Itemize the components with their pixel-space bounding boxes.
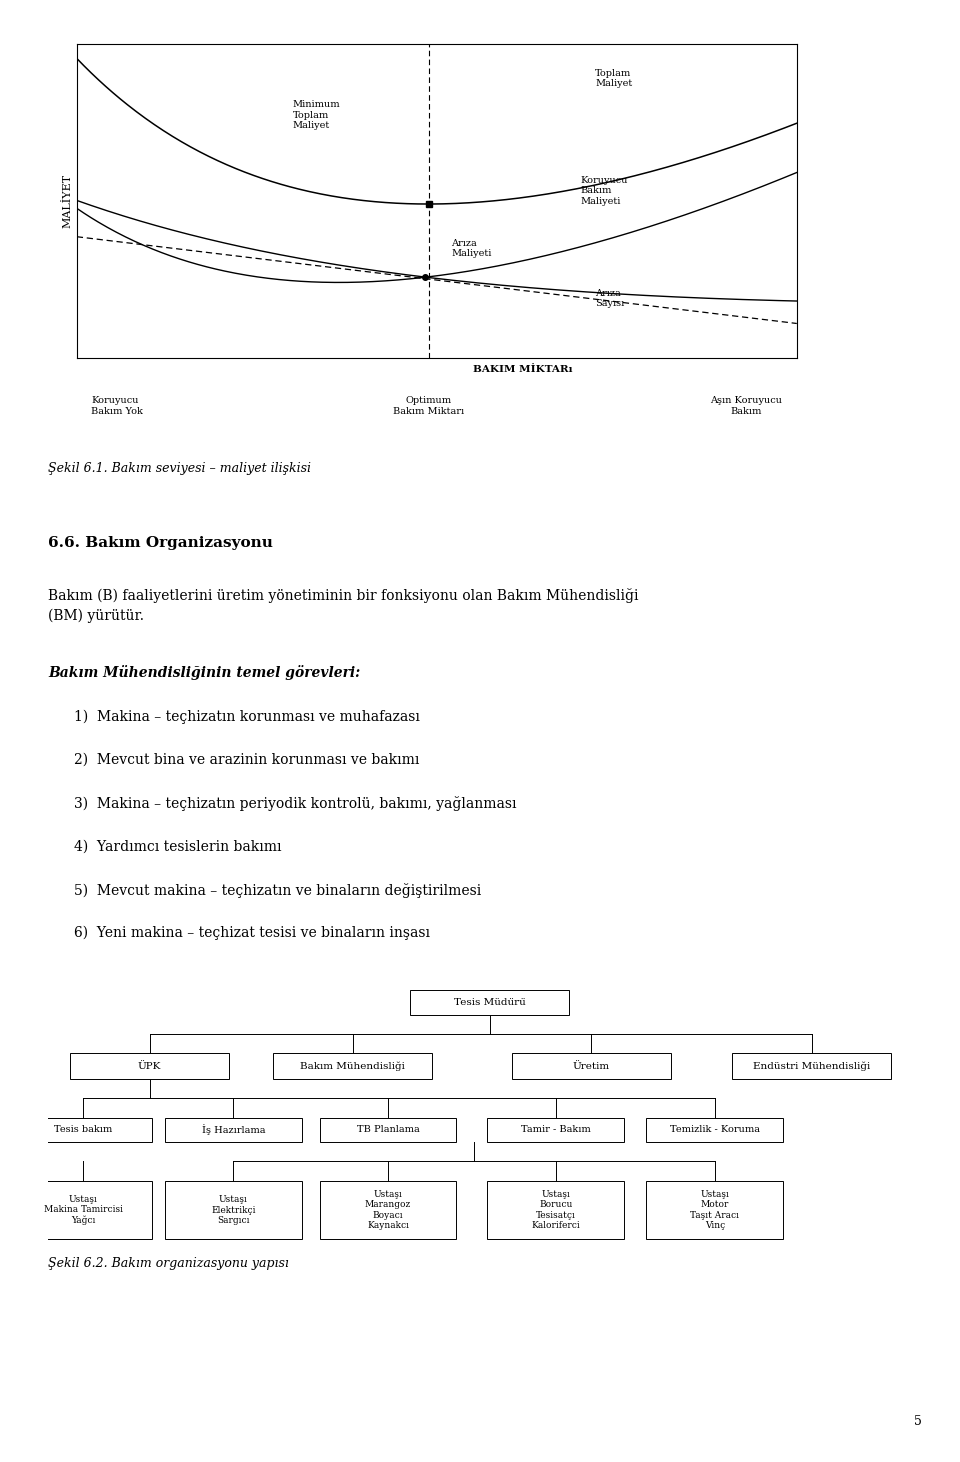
Text: Koruyucu
Bakım Yok: Koruyucu Bakım Yok [91,396,143,415]
Bar [70,1054,229,1079]
Text: Şekil 6.2. Bakım organizasyonu yapısı: Şekil 6.2. Bakım organizasyonu yapısı [48,1257,289,1269]
Text: Ustaşı
Borucu
Tesisatçı
Kaloriferci: Ustaşı Borucu Tesisatçı Kaloriferci [532,1190,580,1230]
Text: 1)  Makina – teçhizatın korunması ve muhafazası: 1) Makina – teçhizatın korunması ve muha… [75,709,420,724]
Bar [165,1181,301,1240]
Bar [320,1117,457,1142]
Text: ÜPK: ÜPK [138,1061,161,1070]
Text: Aşın Koruyucu
Bakım: Aşın Koruyucu Bakım [710,396,782,415]
Text: Endüstri Mühendisliği: Endüstri Mühendisliği [754,1061,871,1070]
Text: 3)  Makina – teçhizatın periyodik kontrolü, bakımı, yağlanması: 3) Makina – teçhizatın periyodik kontrol… [75,797,517,811]
Bar [320,1181,457,1240]
Bar [488,1181,624,1240]
Text: Temizlik - Koruma: Temizlik - Koruma [670,1126,759,1135]
Text: BAKIM MİKTARı: BAKIM MİKTARı [473,366,573,374]
Text: Minimum
Toplam
Maliyet: Minimum Toplam Maliyet [293,101,341,130]
Text: Optimum
Bakım Miktarı: Optimum Bakım Miktarı [393,396,465,415]
Text: İş Hazırlama: İş Hazırlama [202,1124,265,1136]
Text: Bakım Mühendisliğinin temel görevleri:: Bakım Mühendisliğinin temel görevleri: [48,665,360,680]
Bar [15,1181,152,1240]
Text: Üretim: Üretim [572,1061,610,1070]
Y-axis label: MALİYET: MALİYET [62,174,73,228]
Text: 6.6. Bakım Organizasyonu: 6.6. Bakım Organizasyonu [48,537,273,550]
Text: Arıza
Maliyeti: Arıza Maliyeti [451,238,492,259]
Text: 2)  Mevcut bina ve arazinin korunması ve bakımı: 2) Mevcut bina ve arazinin korunması ve … [75,753,420,768]
Text: Ustaşı
Marangoz
Boyacı
Kaynakcı: Ustaşı Marangoz Boyacı Kaynakcı [365,1190,411,1230]
Bar [274,1054,432,1079]
Bar [488,1117,624,1142]
Text: Tesis bakım: Tesis bakım [54,1126,112,1135]
Text: 6)  Yeni makina – teçhizat tesisi ve binaların inşası: 6) Yeni makina – teçhizat tesisi ve bina… [75,925,430,940]
Text: TB Planlama: TB Planlama [357,1126,420,1135]
Bar [646,1181,783,1240]
Bar [732,1054,892,1079]
Text: 4)  Yardımcı tesislerin bakımı: 4) Yardımcı tesislerin bakımı [75,839,282,854]
Text: Ustaşı
Motor
Taşıt Aracı
Vinç: Ustaşı Motor Taşıt Aracı Vinç [690,1190,739,1230]
Text: 5)  Mevcut makina – teçhizatın ve binaların değiştirilmesi: 5) Mevcut makina – teçhizatın ve binalar… [75,883,482,898]
Text: Tamir - Bakım: Tamir - Bakım [521,1126,590,1135]
Text: Arıza
Sayısı: Arıza Sayısı [595,289,624,308]
Text: Tesis Müdürü: Tesis Müdürü [454,999,525,1007]
Bar [410,990,569,1015]
Text: Ustaşı
Makina Tamircisi
Yağcı: Ustaşı Makina Tamircisi Yağcı [44,1194,123,1225]
Text: Şekil 6.1. Bakım seviyesi – maliyet ilişkisi: Şekil 6.1. Bakım seviyesi – maliyet iliş… [48,462,311,475]
Text: Toplam
Maliyet: Toplam Maliyet [595,69,633,88]
Text: Bakım Mühendisliği: Bakım Mühendisliği [300,1061,405,1070]
Bar [512,1054,671,1079]
Text: 5: 5 [915,1415,923,1428]
Bar [646,1117,783,1142]
Text: Koruyucu
Bakım
Maliyeti: Koruyucu Bakım Maliyeti [581,175,628,206]
Text: Bakım (B) faaliyetlerini üretim yönetiminin bir fonksiyonu olan Bakım Mühendisli: Bakım (B) faaliyetlerini üretim yönetimi… [48,588,638,623]
Bar [165,1117,301,1142]
Bar [15,1117,152,1142]
Text: Ustaşı
Elektrikçi
Sargıcı: Ustaşı Elektrikçi Sargıcı [211,1194,255,1225]
